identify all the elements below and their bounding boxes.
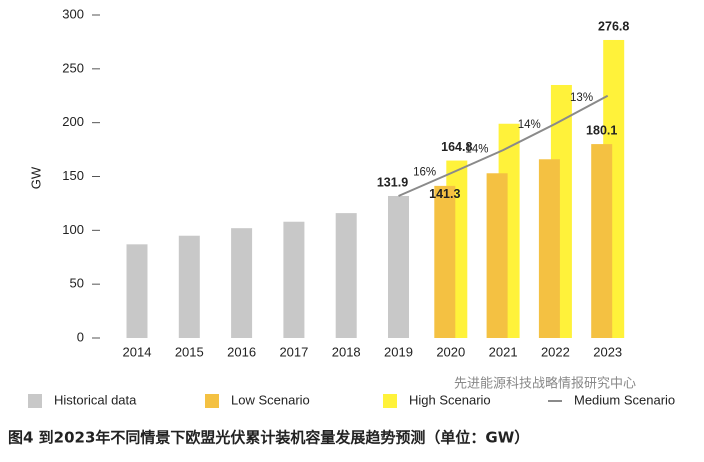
legend-swatch: [383, 394, 397, 408]
y-tick-label: 0: [77, 329, 84, 344]
bar: [126, 244, 148, 338]
value-label: 141.3: [429, 187, 460, 201]
medium-line: [398, 94, 609, 197]
y-tick-label: 50: [70, 276, 84, 291]
legend-label: Medium Scenario: [574, 392, 675, 407]
legend-label: Historical data: [54, 392, 137, 407]
y-tick-label: 100: [62, 222, 84, 237]
x-tick-label: 2015: [175, 344, 204, 359]
x-tick-label: 2023: [593, 344, 622, 359]
legend-label: High Scenario: [409, 392, 491, 407]
bar: [388, 195, 409, 338]
legend-label: Low Scenario: [231, 392, 310, 407]
x-tick-label: 2014: [123, 344, 152, 359]
x-tick-label: 2017: [279, 344, 308, 359]
bar: [591, 144, 613, 338]
growth-label: 14%: [518, 119, 541, 131]
y-tick-label: 200: [62, 114, 84, 129]
growth-label: 16%: [413, 167, 436, 179]
value-label: 164.8: [441, 140, 472, 154]
bar: [283, 221, 305, 338]
growth-label: 13%: [570, 92, 593, 104]
y-axis-label: GW: [28, 166, 43, 189]
x-tick-label: 2019: [384, 344, 413, 359]
x-tick-label: 2016: [227, 344, 256, 359]
legend-swatch: [28, 394, 42, 408]
x-tick-label: 2020: [436, 344, 465, 359]
bar: [538, 159, 560, 338]
watermark: 先进能源科技战略情报研究中心: [454, 376, 636, 392]
legend-swatch: [205, 394, 219, 408]
value-label: 276.8: [598, 19, 629, 33]
caption: 图4 到2023年不同情景下欧盟光伏累计装机容量发展趋势预测（单位：GW）: [8, 429, 529, 447]
bar: [486, 173, 508, 338]
x-tick-label: 2021: [489, 344, 518, 359]
y-tick-label: 150: [62, 168, 84, 183]
growth-label: 14%: [465, 144, 488, 156]
bar: [434, 185, 456, 338]
y-tick-label: 300: [62, 6, 84, 21]
value-label: 180.1: [586, 123, 617, 137]
x-tick-label: 2022: [541, 344, 570, 359]
x-tick-label: 2018: [332, 344, 361, 359]
bar: [335, 213, 357, 338]
bar: [178, 235, 200, 338]
bar: [231, 228, 253, 338]
value-label: 131.9: [377, 175, 408, 189]
y-tick-label: 250: [62, 60, 84, 75]
